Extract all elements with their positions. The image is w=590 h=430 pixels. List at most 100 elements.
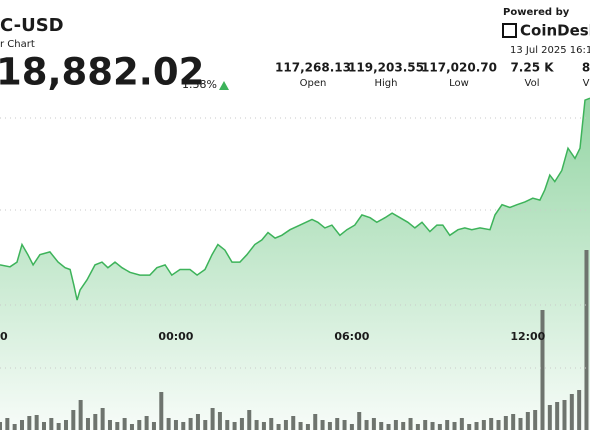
- volume-bar: [100, 408, 105, 430]
- volume-bar: [188, 418, 193, 430]
- volume-bar: [5, 418, 10, 430]
- volume-bar: [335, 418, 340, 430]
- volume-bar: [555, 402, 560, 430]
- volume-bar: [327, 422, 332, 430]
- volume-bar: [298, 422, 303, 430]
- volume-bar: [445, 420, 450, 430]
- stat-value: 8: [582, 61, 590, 75]
- volume-bar: [533, 410, 538, 430]
- volume-bar: [93, 414, 98, 430]
- up-arrow: [219, 81, 229, 90]
- volume-bar: [203, 420, 208, 430]
- volume-bar: [393, 420, 398, 430]
- price-line: [0, 97, 590, 301]
- stat-value: 117,020.70: [421, 61, 497, 75]
- price: 18,882.02: [0, 51, 204, 94]
- volume-bar: [379, 422, 384, 430]
- volume-bar: [313, 414, 318, 430]
- symbol: C-USD: [0, 15, 64, 36]
- stat-label: High: [375, 78, 398, 89]
- volume-bar: [584, 250, 589, 430]
- volume-bar: [459, 418, 464, 430]
- volume-bar: [452, 422, 457, 430]
- stat-value: 117,268.13: [275, 61, 351, 75]
- volume-bar: [269, 418, 274, 430]
- volume-bar: [364, 420, 369, 430]
- volume-bar: [291, 416, 296, 430]
- x-tick-label: 12:00: [510, 330, 545, 343]
- volume-bar: [261, 422, 266, 430]
- volume-bar: [401, 422, 406, 430]
- plot: [0, 97, 590, 430]
- powered-by: Powered by: [503, 7, 570, 18]
- logo: CoinDesk: [520, 22, 590, 40]
- volume-bar: [78, 400, 83, 430]
- volume-bar: [63, 420, 68, 430]
- volume-bar: [518, 418, 523, 430]
- volume-bar: [408, 418, 413, 430]
- volume-bar: [122, 418, 127, 430]
- volume-bar: [430, 422, 435, 430]
- volume-bar: [254, 420, 259, 430]
- change: 1.38%: [182, 78, 217, 91]
- volume-bar: [247, 410, 252, 430]
- volume-bar: [511, 414, 516, 430]
- volume-bar: [342, 420, 347, 430]
- volume-bar: [349, 424, 354, 430]
- x-tick-label: 00: [0, 330, 8, 343]
- timestamp: 13 Jul 2025 16:1: [510, 45, 590, 56]
- volume-bar: [217, 412, 222, 430]
- logo-icon: [502, 23, 517, 38]
- volume-bar: [137, 420, 142, 430]
- volume-bar: [305, 424, 310, 430]
- volume-bar: [151, 422, 156, 430]
- volume-bar: [195, 414, 200, 430]
- volume-bar: [27, 416, 32, 430]
- subtitle: r Chart: [0, 39, 35, 50]
- volume-bar: [166, 418, 171, 430]
- stat-label: Vol: [525, 78, 540, 89]
- volume-bar: [85, 418, 90, 430]
- volume-bar: [577, 390, 582, 430]
- volume-bar: [49, 418, 54, 430]
- x-tick-label: 00:00: [158, 330, 193, 343]
- volume-bar: [283, 420, 288, 430]
- stat-value: 119,203.55: [348, 61, 424, 75]
- volume-bar: [56, 423, 61, 430]
- volume-bar: [569, 394, 574, 430]
- stat-label: V: [583, 78, 590, 89]
- volume-bar: [173, 420, 178, 430]
- volume-bar: [34, 415, 39, 430]
- volume-bar: [474, 422, 479, 430]
- volume-bar: [371, 418, 376, 430]
- volume-bar: [276, 424, 281, 430]
- volume-bar: [547, 405, 552, 430]
- stat-label: Low: [449, 78, 469, 89]
- volume-bar: [496, 420, 501, 430]
- volume-bar: [107, 420, 112, 430]
- volume-bar: [525, 412, 530, 430]
- volume-bar: [232, 422, 237, 430]
- volume-bar: [239, 418, 244, 430]
- volume-bar: [129, 424, 134, 430]
- volume-bar: [41, 422, 46, 430]
- volume-bar: [562, 400, 567, 430]
- volume-bar: [481, 420, 486, 430]
- volume-bar: [115, 422, 120, 430]
- stat-label: Open: [300, 78, 327, 89]
- volume-bar: [0, 422, 2, 430]
- stat-value: 7.25 K: [510, 61, 554, 75]
- volume-bar: [415, 424, 420, 430]
- volume-bar: [489, 418, 494, 430]
- x-tick-label: 06:00: [334, 330, 369, 343]
- volume-bar: [19, 420, 24, 430]
- volume-bar: [320, 420, 325, 430]
- volume-bar: [503, 416, 508, 430]
- volume-bar: [437, 424, 442, 430]
- volume-bar: [159, 392, 164, 430]
- volume-bar: [386, 424, 391, 430]
- volume-bar: [540, 310, 545, 430]
- volume-bar: [225, 420, 230, 430]
- volume-bar: [357, 412, 362, 430]
